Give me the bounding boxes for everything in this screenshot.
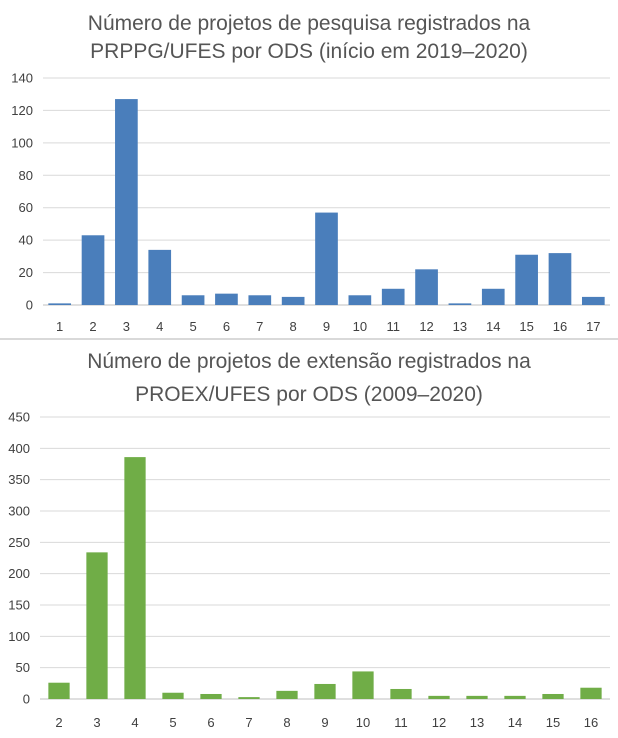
research-projects-chart-svg: Número de projetos de pesquisa registrad… bbox=[11, 12, 610, 334]
extension-x-tick-label: 11 bbox=[394, 715, 408, 730]
extension-projects-chart: Número de projetos de extensão registrad… bbox=[0, 340, 618, 738]
extension-y-tick-label: 200 bbox=[8, 566, 30, 581]
extension-y-tick-label: 300 bbox=[8, 504, 30, 519]
extension-x-tick-label: 7 bbox=[245, 715, 252, 730]
research-x-tick-label: 8 bbox=[290, 319, 297, 334]
extension-y-tick-label: 450 bbox=[8, 410, 30, 425]
extension-chart-title-line-1: Número de projetos de extensão registrad… bbox=[87, 350, 531, 373]
research-x-tick-label: 3 bbox=[123, 319, 130, 334]
research-chart-title-line-1: Número de projetos de pesquisa registrad… bbox=[88, 12, 531, 35]
extension-x-tick-label: 15 bbox=[546, 715, 560, 730]
research-x-tick-label: 7 bbox=[256, 319, 263, 334]
extension-bar-ods-16 bbox=[580, 687, 602, 699]
research-bar-ods-12 bbox=[415, 269, 438, 305]
extension-bar-ods-11 bbox=[390, 688, 412, 699]
extension-bar-ods-5 bbox=[162, 692, 184, 699]
research-x-tick-label: 14 bbox=[486, 319, 500, 334]
research-bar-ods-13 bbox=[448, 303, 472, 305]
extension-bar-ods-10 bbox=[352, 671, 374, 699]
research-projects-chart: Número de projetos de pesquisa registrad… bbox=[0, 0, 618, 338]
research-x-tick-label: 11 bbox=[386, 319, 400, 334]
extension-bar-ods-14 bbox=[504, 695, 526, 699]
extension-bar-ods-8 bbox=[276, 690, 298, 699]
extension-bar-ods-4 bbox=[124, 457, 146, 699]
research-bar-ods-4 bbox=[148, 249, 172, 305]
research-x-tick-label: 16 bbox=[553, 319, 567, 334]
research-x-tick-label: 13 bbox=[453, 319, 467, 334]
extension-x-tick-label: 3 bbox=[93, 715, 100, 730]
extension-x-tick-label: 9 bbox=[321, 715, 328, 730]
research-x-tick-label: 9 bbox=[323, 319, 330, 334]
research-x-tick-label: 2 bbox=[89, 319, 96, 334]
research-x-tick-label: 4 bbox=[156, 319, 163, 334]
extension-x-tick-label: 2 bbox=[55, 715, 62, 730]
research-y-tick-label: 100 bbox=[11, 135, 33, 150]
extension-chart-title-line-2: PROEX/UFES por ODS (2009–2020) bbox=[135, 383, 483, 406]
research-x-tick-label: 1 bbox=[56, 319, 63, 334]
research-y-tick-label: 0 bbox=[26, 298, 33, 313]
research-x-tick-label: 12 bbox=[419, 319, 433, 334]
research-x-tick-label: 10 bbox=[353, 319, 367, 334]
extension-x-tick-label: 6 bbox=[207, 715, 214, 730]
extension-y-tick-label: 250 bbox=[8, 535, 30, 550]
extension-bar-ods-3 bbox=[86, 552, 108, 699]
extension-bar-ods-15 bbox=[542, 693, 564, 699]
chart-separator bbox=[0, 338, 618, 340]
research-x-tick-label: 17 bbox=[586, 319, 600, 334]
research-y-tick-label: 40 bbox=[19, 233, 33, 248]
extension-x-tick-label: 10 bbox=[356, 715, 370, 730]
research-chart-title-line-2: PRPPG/UFES por ODS (início em 2019–2020) bbox=[90, 40, 528, 63]
research-bar-ods-6 bbox=[215, 293, 238, 305]
extension-bar-ods-6 bbox=[200, 693, 222, 699]
extension-x-tick-label: 14 bbox=[508, 715, 522, 730]
extension-y-tick-label: 350 bbox=[8, 472, 30, 487]
extension-x-tick-label: 5 bbox=[169, 715, 176, 730]
research-y-tick-label: 120 bbox=[11, 103, 33, 118]
extension-y-tick-label: 150 bbox=[8, 598, 30, 613]
research-y-tick-label: 20 bbox=[19, 265, 33, 280]
extension-y-tick-label: 0 bbox=[23, 692, 30, 707]
extension-x-tick-label: 13 bbox=[470, 715, 484, 730]
research-y-tick-label: 80 bbox=[19, 168, 33, 183]
extension-x-tick-label: 16 bbox=[584, 715, 598, 730]
extension-x-tick-label: 12 bbox=[432, 715, 446, 730]
extension-y-tick-label: 100 bbox=[8, 629, 30, 644]
research-bar-ods-8 bbox=[281, 296, 305, 305]
research-bar-ods-9 bbox=[315, 212, 338, 305]
research-y-tick-label: 60 bbox=[19, 200, 33, 215]
research-bar-ods-7 bbox=[248, 295, 272, 305]
extension-y-tick-label: 50 bbox=[16, 660, 30, 675]
research-bar-ods-3 bbox=[115, 99, 138, 305]
research-x-tick-label: 15 bbox=[519, 319, 533, 334]
research-bar-ods-1 bbox=[48, 303, 72, 305]
research-x-tick-label: 5 bbox=[189, 319, 196, 334]
research-bar-ods-10 bbox=[348, 295, 372, 305]
extension-bar-ods-2 bbox=[48, 682, 70, 699]
extension-bar-ods-12 bbox=[428, 695, 450, 699]
research-bar-ods-14 bbox=[481, 288, 505, 305]
research-y-tick-label: 140 bbox=[11, 71, 33, 86]
research-bar-ods-11 bbox=[381, 288, 405, 305]
extension-bar-ods-13 bbox=[466, 695, 488, 699]
research-bar-ods-2 bbox=[81, 235, 105, 305]
extension-y-tick-label: 400 bbox=[8, 441, 30, 456]
extension-x-tick-label: 8 bbox=[283, 715, 290, 730]
extension-bar-ods-7 bbox=[238, 697, 260, 699]
research-bar-ods-15 bbox=[515, 254, 538, 305]
extension-bar-ods-9 bbox=[314, 683, 336, 699]
research-x-tick-label: 6 bbox=[223, 319, 230, 334]
research-bar-ods-17 bbox=[581, 296, 605, 305]
research-bar-ods-5 bbox=[181, 295, 205, 305]
extension-x-tick-label: 4 bbox=[131, 715, 138, 730]
research-bar-ods-16 bbox=[548, 253, 572, 305]
extension-projects-chart-svg: Número de projetos de extensão registrad… bbox=[8, 350, 610, 730]
